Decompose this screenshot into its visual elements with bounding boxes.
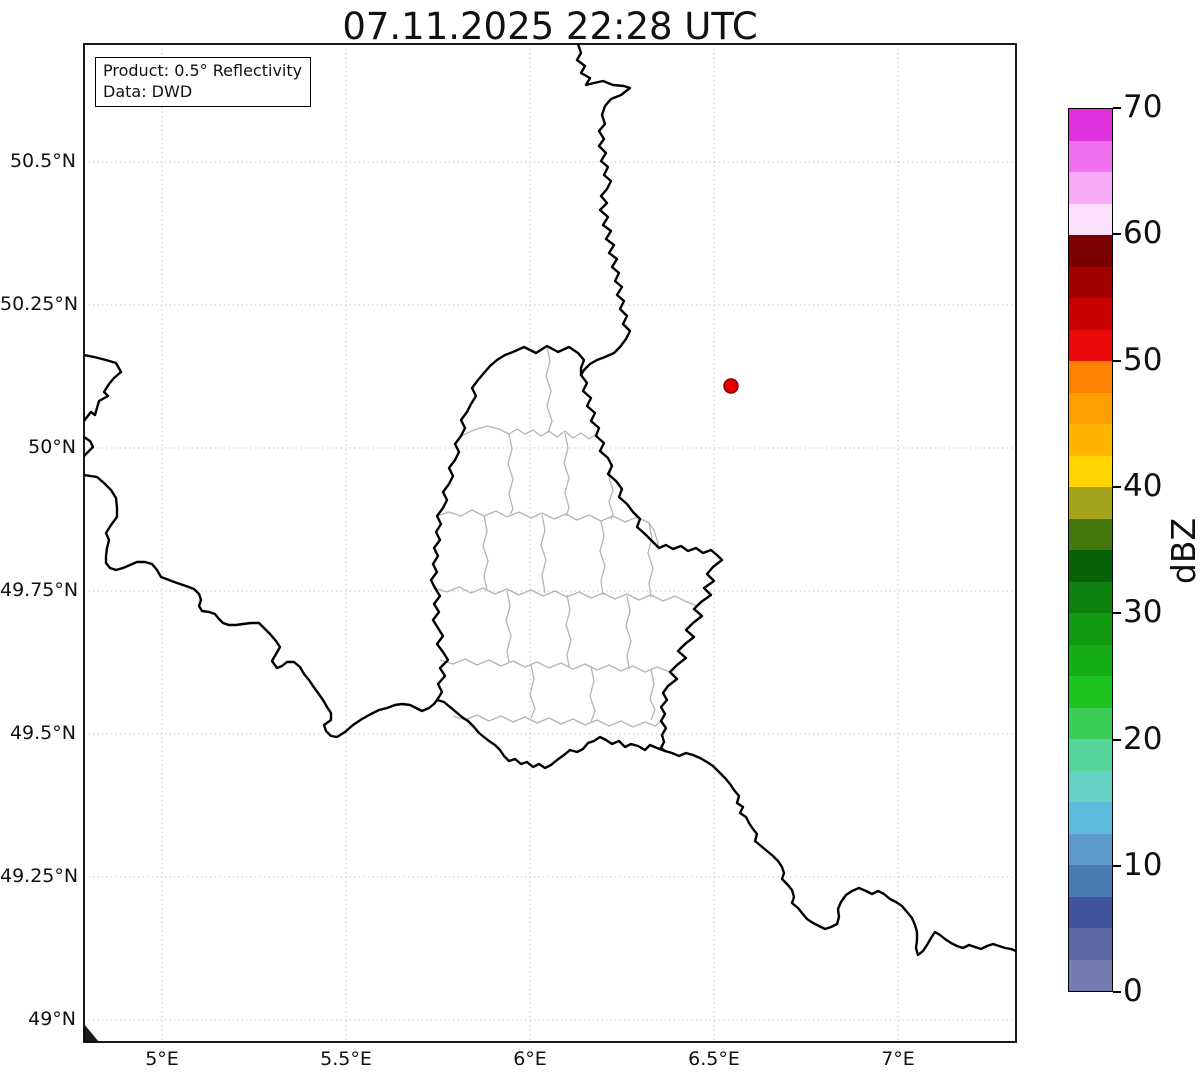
colorbar-segment	[1069, 959, 1112, 991]
x-tick-label: 5.5°E	[320, 1048, 372, 1070]
map-frame	[83, 43, 1017, 1043]
colorbar-tick-label: 50	[1123, 342, 1163, 378]
district-border	[625, 595, 632, 669]
country-border-france-germany	[663, 749, 1016, 957]
product-info-box: Product: 0.5° Reflectivity Data: DWD	[95, 57, 312, 107]
colorbar-segment	[1069, 802, 1112, 834]
colorbar-segment	[1069, 644, 1112, 676]
district-border	[589, 665, 596, 723]
district-border	[482, 515, 489, 591]
colorbar-tick-label: 60	[1123, 215, 1163, 251]
radar-location-marker	[723, 378, 739, 394]
colorbar-tick-label: 30	[1123, 594, 1163, 630]
colorbar-segment	[1069, 707, 1112, 739]
product-info-line2: Data: DWD	[103, 82, 193, 101]
colorbar-tick-label: 10	[1123, 847, 1163, 883]
district-border	[433, 586, 702, 607]
x-tick-label: 5°E	[145, 1048, 179, 1070]
district-border	[545, 345, 553, 434]
x-tick-label: 6.5°E	[688, 1048, 740, 1070]
y-tick-label: 50.25°N	[0, 293, 79, 315]
colorbar-tick-mark	[1113, 107, 1121, 109]
colorbar-segment	[1069, 109, 1112, 141]
colorbar-segment	[1069, 581, 1112, 613]
colorbar-segment	[1069, 235, 1112, 267]
colorbar-tick-label: 40	[1123, 468, 1163, 504]
country-border-france-belgium	[84, 473, 439, 739]
colorbar-segment	[1069, 266, 1112, 298]
colorbar-segment	[1069, 896, 1112, 928]
district-border	[439, 658, 671, 673]
colorbar-tick-mark	[1113, 486, 1121, 488]
colorbar-tick-mark	[1113, 233, 1121, 235]
colorbar-tick-mark	[1113, 739, 1121, 741]
colorbar-tick-mark	[1113, 865, 1121, 867]
y-tick-label: 49.25°N	[0, 865, 79, 887]
district-border	[460, 425, 605, 444]
colorbar-segment	[1069, 550, 1112, 582]
product-info-line1: Product: 0.5° Reflectivity	[103, 61, 303, 80]
colorbar-tick-mark	[1113, 612, 1121, 614]
colorbar-segment	[1069, 770, 1112, 802]
x-tick-label: 7°E	[881, 1048, 915, 1070]
country-border-belgium-germany	[575, 44, 632, 377]
district-border	[563, 432, 570, 517]
district-border	[599, 520, 606, 596]
district-border	[452, 714, 662, 728]
country-border-belgium-edge-2	[84, 435, 95, 458]
district-border	[529, 663, 536, 719]
colorbar-segment	[1069, 172, 1112, 204]
y-tick-label: 50°N	[28, 436, 76, 458]
country-border-luxembourg	[429, 344, 724, 770]
y-tick-label: 49.75°N	[0, 579, 79, 601]
district-border	[649, 668, 656, 721]
colorbar-segment	[1069, 676, 1112, 708]
colorbar-segment	[1069, 329, 1112, 361]
colorbar-tick-mark	[1113, 991, 1121, 993]
colorbar-segment	[1069, 613, 1112, 645]
map-borders	[84, 44, 1016, 1042]
colorbar-segment	[1069, 928, 1112, 960]
colorbar-axis-label: dBZ	[1164, 517, 1202, 585]
district-border	[507, 433, 514, 515]
district-border	[647, 522, 654, 598]
district-border	[436, 509, 660, 549]
colorbar-segment	[1069, 424, 1112, 456]
colorbar	[1068, 108, 1113, 992]
y-tick-label: 49°N	[28, 1008, 76, 1030]
district-border	[505, 590, 512, 663]
map-frame-group	[83, 43, 1017, 1043]
country-border-belgium-edge-1	[84, 353, 123, 423]
colorbar-segment	[1069, 361, 1112, 393]
colorbar-segment	[1069, 518, 1112, 550]
y-tick-label: 49.5°N	[9, 722, 76, 744]
colorbar-segment	[1069, 865, 1112, 897]
x-tick-label: 6°E	[513, 1048, 547, 1070]
colorbar-tick-label: 0	[1123, 973, 1143, 1009]
colorbar-segment	[1069, 203, 1112, 235]
colorbar-segment	[1069, 487, 1112, 519]
colorbar-segment	[1069, 298, 1112, 330]
district-border	[565, 594, 572, 667]
colorbar-segment	[1069, 140, 1112, 172]
colorbar-segment	[1069, 739, 1112, 771]
colorbar-tick-label: 70	[1123, 89, 1163, 125]
y-tick-label: 50.5°N	[9, 150, 76, 172]
plot-title: 07.11.2025 22:28 UTC	[342, 5, 758, 48]
district-border	[540, 514, 547, 594]
colorbar-segment	[1069, 833, 1112, 865]
country-border-corner-wedge	[84, 1024, 99, 1042]
colorbar-tick-label: 20	[1123, 721, 1163, 757]
colorbar-segment	[1069, 455, 1112, 487]
colorbar-segment	[1069, 392, 1112, 424]
colorbar-tick-mark	[1113, 360, 1121, 362]
